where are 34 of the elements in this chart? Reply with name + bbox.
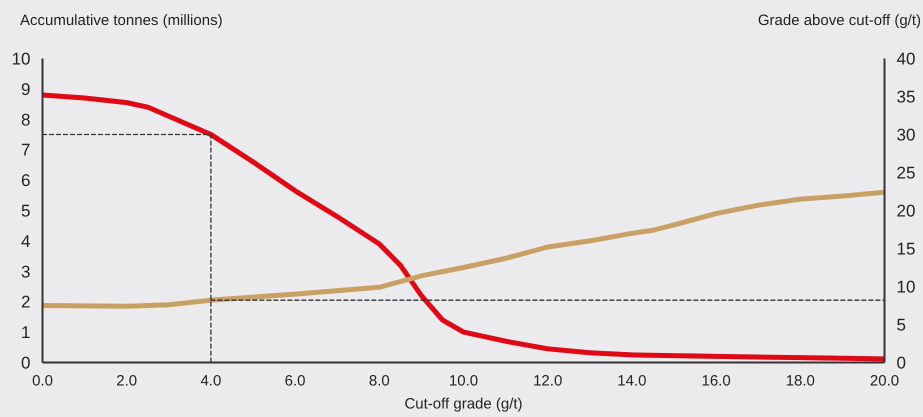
- x-tick-label: 16.0: [702, 372, 731, 390]
- x-tick-label: 6.0: [284, 372, 306, 390]
- x-tick-label: 10.0: [448, 372, 478, 390]
- y-tick-label: 10: [12, 50, 31, 68]
- y-axis-title: Accumulative tonnes (millions): [20, 11, 223, 31]
- y-tick-label: 3: [21, 262, 31, 282]
- x-tick-label: 2.0: [116, 372, 138, 390]
- y-tick-label: 5: [21, 202, 31, 220]
- y2-tick-label: 20: [896, 202, 916, 220]
- x-tick-label: 0.0: [32, 372, 53, 390]
- y2-tick-label: 5: [896, 316, 906, 334]
- y2-axis-title: Grade above cut-off (g/t): [758, 11, 921, 31]
- y2-tick-label: 30: [896, 126, 916, 144]
- y2-tick-label: 0: [896, 354, 906, 372]
- x-tick-label: 8.0: [368, 372, 390, 390]
- x-tick-label: 18.0: [786, 372, 815, 390]
- y2-tick-label: 25: [896, 164, 916, 182]
- x-tick-label: 14.0: [617, 372, 647, 390]
- y-tick-label: 0: [21, 354, 31, 372]
- y-tick-label: 1: [21, 323, 31, 342]
- y-tick-label: 9: [21, 80, 31, 99]
- y2-tick-label: 10: [896, 278, 916, 296]
- y-tick-label: 7: [21, 140, 31, 160]
- y2-tick-label: 15: [896, 240, 916, 258]
- x-tick-label: 4.0: [200, 372, 222, 390]
- x-tick-label: 20.0: [870, 372, 900, 390]
- y-tick-label: 6: [21, 171, 31, 190]
- x-tick-label: 12.0: [533, 372, 562, 390]
- y-tick-label: 4: [21, 232, 31, 251]
- y2-tick-label: 35: [896, 88, 916, 106]
- y2-tick-label: 40: [896, 50, 916, 68]
- y-tick-label: 2: [21, 292, 31, 312]
- x-axis-title: Cut-off grade (g/t): [404, 396, 523, 412]
- y-tick-label: 8: [21, 110, 31, 130]
